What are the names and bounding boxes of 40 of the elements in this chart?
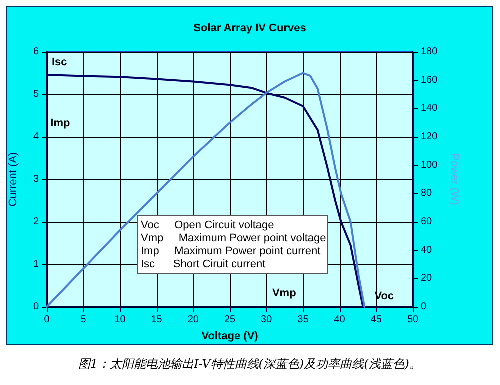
annotation: Imp <box>50 117 70 130</box>
y2-tick-label: 140 <box>421 103 438 114</box>
y2-tick-label: 20 <box>421 273 433 284</box>
caption: 图1：太阳能电池输出I-V特性曲线(深蓝色)及功率曲线(浅蓝色)。 <box>78 357 422 371</box>
y2-tick-label: 60 <box>421 216 433 228</box>
annotation: Vmp Maximum Power point voltage <box>141 232 326 244</box>
y-tick-label: 1 <box>33 259 40 270</box>
x-axis-title: Voltage (V) <box>202 330 259 342</box>
annotation: Isc Short Ciruit current <box>141 258 266 270</box>
annotation: Voc Open Circuit voltage <box>141 220 274 232</box>
x-tick-label: 50 <box>407 314 419 326</box>
y-tick-label: 0 <box>33 302 40 312</box>
annotation: Vmp <box>272 287 297 300</box>
y-axis-title: Current (A) <box>8 152 20 207</box>
y-tick-label: 5 <box>33 89 40 100</box>
x-tick-label: 25 <box>224 314 236 326</box>
y-tick-label: 6 <box>33 46 40 58</box>
y2-tick-label: 120 <box>421 132 438 142</box>
x-tick-label: 15 <box>151 314 163 326</box>
x-tick-label: 30 <box>261 314 273 326</box>
y2-tick-label: 0 <box>421 302 427 312</box>
y2-tick-label: 40 <box>421 244 433 256</box>
chart-title: Solar Array IV Curves <box>194 22 306 34</box>
y-tick-label: 2 <box>33 216 40 228</box>
y-tick-label: 4 <box>33 132 40 142</box>
y2-tick-label: 180 <box>421 46 438 58</box>
y2-tick-label: 100 <box>421 160 438 171</box>
x-tick-label: 40 <box>334 314 346 326</box>
x-tick-label: 10 <box>114 314 126 326</box>
x-tick-label: 0 <box>44 314 50 326</box>
y2-axis-title: Power (W) <box>448 154 460 206</box>
x-tick-label: 45 <box>370 314 382 326</box>
annotation: Imp Maximum Power point current <box>141 246 321 258</box>
x-tick-label: 20 <box>188 314 200 326</box>
x-tick-label: 35 <box>298 314 310 326</box>
x-tick-label: 5 <box>80 314 87 326</box>
annotation: Isc <box>52 56 68 68</box>
y-tick-label: 3 <box>33 174 40 185</box>
y2-tick-label: 80 <box>421 188 433 200</box>
y2-tick-label: 160 <box>421 74 438 86</box>
